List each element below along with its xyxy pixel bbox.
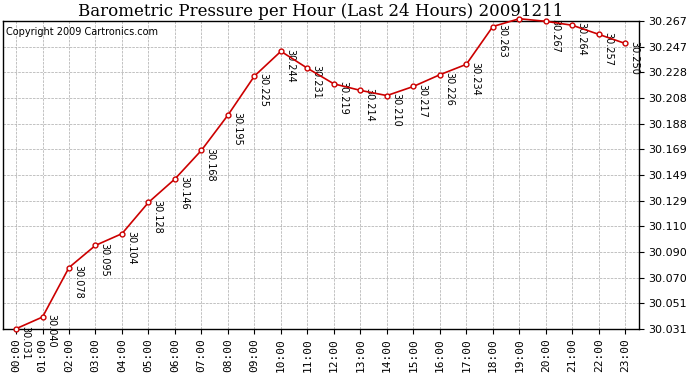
Text: 30.231: 30.231 [312, 66, 322, 99]
Text: Copyright 2009 Cartronics.com: Copyright 2009 Cartronics.com [6, 27, 158, 38]
Title: Barometric Pressure per Hour (Last 24 Hours) 20091211: Barometric Pressure per Hour (Last 24 Ho… [78, 3, 563, 20]
Text: 30.146: 30.146 [179, 176, 189, 210]
Text: 30.267: 30.267 [550, 18, 560, 53]
Text: 30.250: 30.250 [629, 41, 640, 75]
Text: 30.214: 30.214 [364, 88, 375, 122]
Text: 30.225: 30.225 [259, 73, 268, 107]
Text: 30.104: 30.104 [126, 231, 136, 264]
Text: 30.078: 30.078 [73, 265, 83, 298]
Text: 30.257: 30.257 [603, 32, 613, 66]
Text: 30.226: 30.226 [444, 72, 454, 106]
Text: 30.168: 30.168 [206, 147, 215, 181]
Text: 30.234: 30.234 [471, 62, 480, 95]
Text: 30.195: 30.195 [232, 112, 242, 146]
Text: 30.269: 30.269 [0, 374, 1, 375]
Text: 30.210: 30.210 [391, 93, 401, 126]
Text: 30.219: 30.219 [338, 81, 348, 115]
Text: 30.244: 30.244 [285, 48, 295, 82]
Text: 30.263: 30.263 [497, 24, 507, 57]
Text: 30.040: 30.040 [47, 314, 57, 348]
Text: 30.264: 30.264 [576, 22, 586, 56]
Text: 30.031: 30.031 [20, 326, 30, 360]
Text: 30.095: 30.095 [99, 243, 110, 276]
Text: 30.128: 30.128 [152, 200, 163, 233]
Text: 30.217: 30.217 [417, 84, 428, 117]
